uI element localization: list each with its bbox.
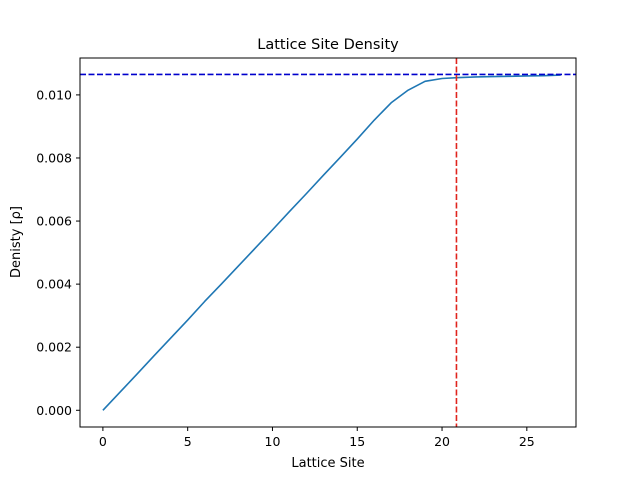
x-axis-label: Lattice Site [291, 456, 364, 471]
x-tick-label: 15 [349, 434, 365, 449]
x-tick-label: 10 [265, 434, 281, 449]
plot-area-frame [79, 57, 577, 428]
x-tick-label: 5 [184, 434, 192, 449]
y-tick-label: 0.004 [36, 277, 72, 292]
y-tick-label: 0.006 [36, 214, 72, 229]
y-tick-label: 0.002 [36, 340, 72, 355]
y-axis-label: Denisty [ρ] [9, 206, 24, 278]
y-tick-label: 0.008 [36, 150, 72, 165]
chart-title: Lattice Site Density [257, 37, 399, 53]
density-series-line [102, 74, 561, 411]
y-tick-label: 0.010 [36, 87, 72, 102]
x-tick-label: 25 [519, 434, 535, 449]
x-tick-label: 20 [434, 434, 450, 449]
y-tick-label: 0.000 [36, 403, 72, 418]
x-tick-label: 0 [99, 434, 107, 449]
